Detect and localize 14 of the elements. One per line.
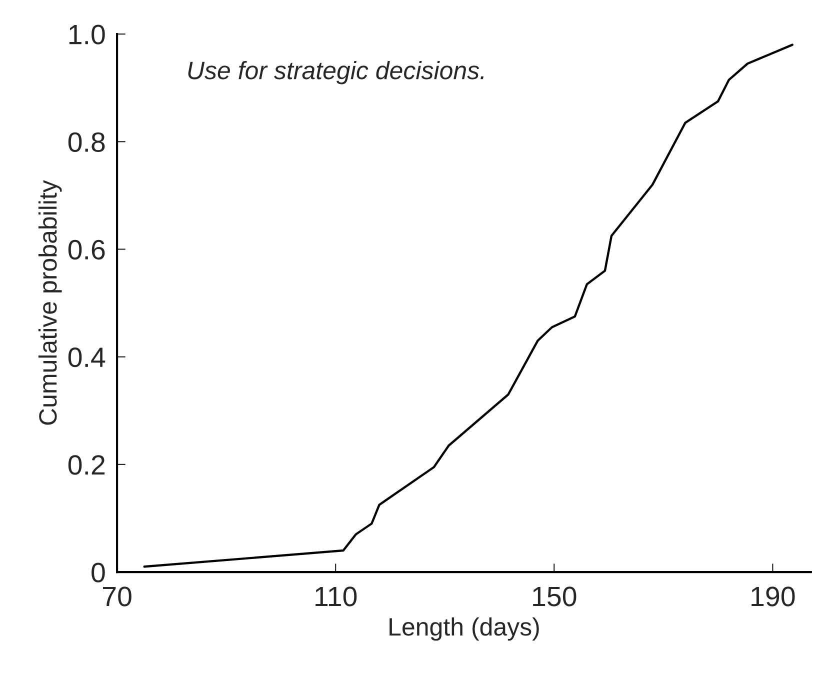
x-tick-label: 150 — [533, 586, 576, 606]
y-axis-title: Cumulative probability — [38, 180, 62, 425]
y-tick-label: 0.4 — [68, 348, 106, 368]
y-tick-label: 0 — [92, 562, 105, 582]
x-tick-label: 190 — [752, 586, 795, 606]
y-tick-label: 0.6 — [68, 240, 105, 260]
annotation: Use for strategic decisions. — [188, 60, 484, 84]
y-tick-label: 1.0 — [69, 24, 105, 44]
y-tick-label: 0.2 — [68, 455, 105, 475]
x-axis-title: Length (days) — [390, 617, 539, 641]
x-tick-label: 110 — [316, 586, 357, 606]
y-tick-label: 0.8 — [68, 132, 105, 152]
x-tick-label: 70 — [103, 586, 132, 606]
line-series — [143, 44, 794, 568]
